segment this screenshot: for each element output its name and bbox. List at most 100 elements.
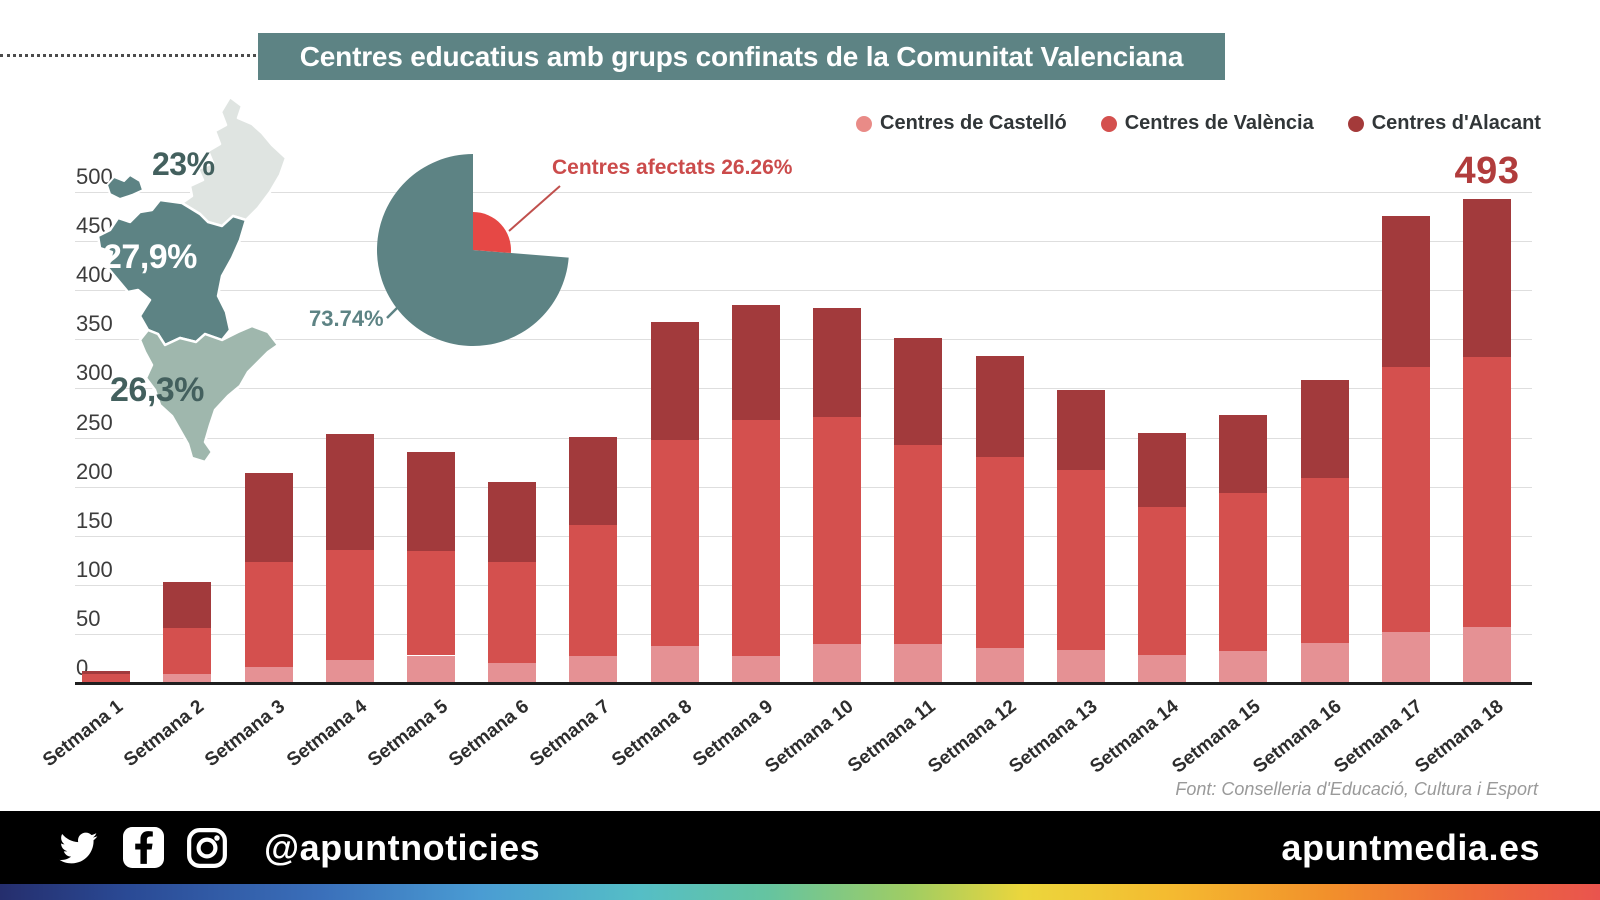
bar-segment-centres-de-castelló-6 [488,663,537,683]
legend-label: Centres de Castelló [880,112,1067,134]
bar-segment-centres-d-alacant-10 [813,307,862,417]
bar-segment-centres-de-valència-7 [569,524,618,657]
bar-segment-centres-de-castelló-17 [1381,631,1430,683]
map-valencia-percentage: 27,9% [103,238,197,276]
social-handle: @apuntnoticies [264,826,541,868]
pie-slice-rest [377,154,569,346]
bar-segment-centres-de-valència-10 [813,416,862,644]
bar-segment-centres-de-castelló-18 [1463,627,1511,683]
bar-segment-centres-de-castelló-16 [1300,642,1349,683]
bar-segment-centres-de-castelló-13 [1056,649,1105,683]
map-alacant-percentage: 26,3% [110,371,204,409]
bar-segment-centres-de-valència-4 [325,550,374,661]
bar-segment-centres-d-alacant-5 [406,452,455,552]
bar-segment-centres-d-alacant-11 [894,338,943,446]
pie-rest-label: 73.74% [309,306,384,331]
bar-segment-centres-de-castelló-10 [813,643,862,683]
region-map [96,95,288,464]
x-axis-label: Setmana 13 [1005,696,1102,778]
bar-segment-centres-de-castelló-14 [1138,654,1187,683]
bar-segment-centres-de-valència-14 [1138,507,1187,655]
bar-segment-centres-de-valència-18 [1463,356,1511,628]
bar-segment-centres-d-alacant-2 [163,581,212,628]
bar-segment-centres-de-valència-5 [406,551,455,656]
legend-item: Centres de València [1100,112,1314,135]
bar-segment-centres-de-valència-15 [1219,493,1268,651]
bar-segment-centres-d-alacant-9 [731,304,780,420]
y-axis-label: 100 [76,556,113,582]
legend-dot-icon [1100,115,1117,132]
x-axis-label: Setmana 12 [924,696,1021,778]
gridline [75,633,1532,635]
x-axis-label: Setmana 11 [843,696,940,777]
twitter-icon [59,832,98,863]
x-axis-label: Setmana 8 [607,696,696,772]
x-axis-label: Setmana 7 [526,696,615,772]
gridline [75,339,1532,341]
bar-segment-centres-de-castelló-12 [975,647,1024,683]
pie-leader-line-rest [386,303,413,321]
pie-leader-line-affected [508,185,561,232]
x-axis-label: Setmana 1 [39,696,127,772]
chart-legend: Centres de Castelló Centres de València Ce… [856,112,1541,135]
bar-segment-centres-de-valència-9 [731,419,780,657]
y-axis-label: 50 [76,605,101,631]
x-axis-label: Setmana 4 [282,696,371,772]
bar-segment-centres-d-alacant-17 [1381,215,1430,367]
bar-segment-centres-de-castelló-5 [406,655,455,683]
bar-segment-centres-de-valència-2 [163,628,212,675]
footer-social: @apuntnoticies [55,827,540,869]
map-valencia-exclave [106,174,144,200]
bar-segment-centres-de-castelló-11 [894,643,943,683]
bar-segment-centres-de-valència-6 [488,562,537,664]
y-axis-label: 350 [76,311,113,337]
bar-segment-centres-de-valència-8 [650,440,699,646]
bar-segment-centres-de-castelló-15 [1219,650,1268,683]
x-axis-label: Setmana 10 [761,696,859,778]
bar-segment-centres-de-valència-13 [1056,469,1105,650]
source-note: Font: Conselleria d'Educació, Cultura i … [1175,779,1538,799]
y-axis-label: 400 [76,262,113,288]
bar-segment-centres-d-alacant-15 [1219,414,1268,494]
x-axis-label: Setmana 3 [201,696,290,772]
gridline [75,437,1532,439]
facebook-icon [123,827,164,868]
pie-slice-affected [473,212,511,254]
bar-segment-centres-de-castelló-7 [569,656,618,683]
x-axis-label: Setmana 18 [1411,696,1508,778]
x-axis-label: Setmana 6 [445,696,534,772]
bar-segment-centres-d-alacant-14 [1138,432,1187,508]
bar-segment-centres-de-castelló-4 [325,660,374,683]
x-axis-label: Setmana 17 [1330,696,1427,778]
bar-segment-centres-de-valència-11 [894,445,943,644]
footer-bar: @apuntnoticies apuntmedia.es [0,811,1600,884]
bar-segment-centres-de-valència-3 [244,562,293,668]
bar-segment-centres-de-valència-16 [1300,477,1349,643]
legend-label: Centres d'Alacant [1371,112,1541,134]
bar-segment-centres-de-valència-17 [1381,366,1430,632]
rainbow-strip [0,884,1600,900]
legend-dot-icon [1347,115,1364,132]
x-axis-line [75,682,1532,685]
gridline [75,486,1532,488]
gridline [75,535,1532,537]
bar-segment-centres-de-castelló-2 [163,674,212,683]
bar-segment-centres-d-alacant-18 [1463,198,1511,357]
bar-segment-centres-de-valència-12 [975,457,1024,648]
y-axis-label: 300 [76,360,113,386]
gridline [75,241,1532,243]
bar-segment-centres-d-alacant-8 [650,321,699,441]
legend-item: Centres de Castelló [856,112,1067,135]
y-axis-label: 150 [76,507,113,533]
y-axis-label: 250 [76,409,113,435]
y-axis-label: 200 [76,458,113,484]
bar-segment-centres-de-castelló-9 [731,656,780,683]
x-axis-label: Setmana 2 [120,696,209,772]
x-axis-label: Setmana 16 [1249,696,1346,778]
bar-segment-centres-d-alacant-1 [82,671,130,675]
bar-segment-centres-d-alacant-13 [1056,390,1105,470]
gridline [75,290,1532,292]
gridline [75,388,1532,390]
page-title-text: Centres educatius amb grups confinats de… [299,40,1184,72]
